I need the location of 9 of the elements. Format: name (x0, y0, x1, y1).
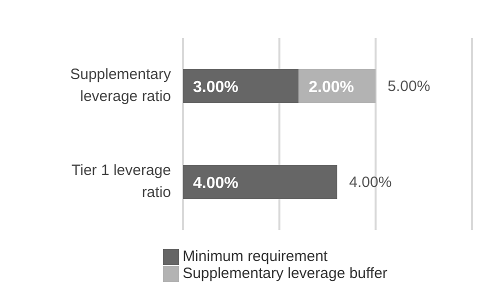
total-label: 5.00% (388, 78, 430, 95)
legend-label: Minimum requirement (182, 248, 328, 265)
data-label: 3.00% (193, 79, 238, 96)
total-label: 4.00% (349, 174, 392, 191)
y-tick-label: Tier 1 leverage ratio (72, 162, 171, 201)
y-tick-label: Supplementary leverage ratio (70, 66, 172, 105)
data-label: 4.00% (193, 174, 238, 192)
data-label: 2.00% (308, 79, 354, 96)
legend-label: Supplementary leverage buffer (182, 264, 388, 282)
